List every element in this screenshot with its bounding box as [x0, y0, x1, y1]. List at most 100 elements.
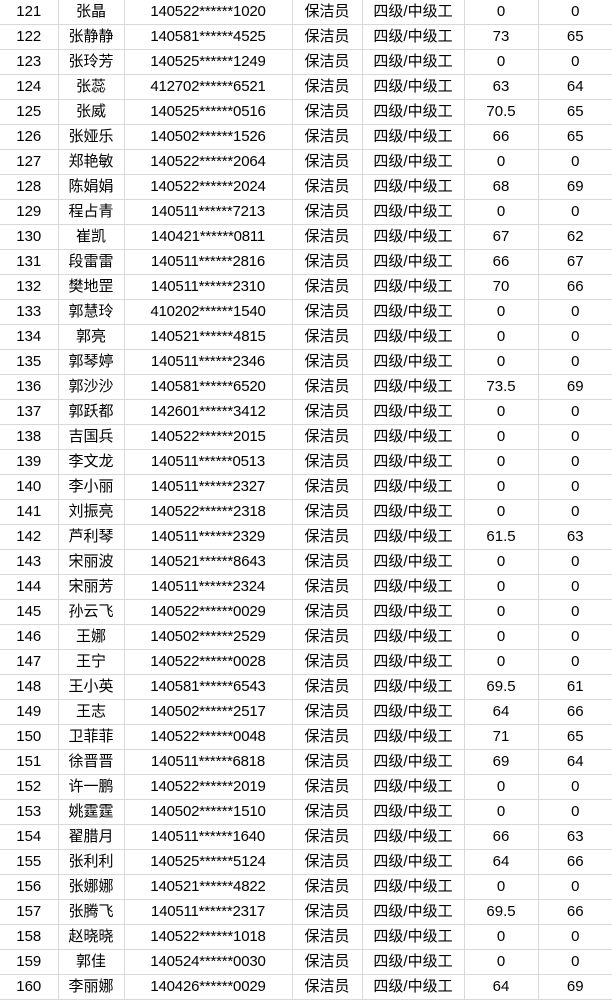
- table-row[interactable]: 152 许一鹏 140522******2019 保洁员 四级/中级工 0 0: [0, 774, 612, 800]
- cell-job-post[interactable]: 保洁员: [292, 699, 363, 725]
- cell-skill-level[interactable]: 四级/中级工: [362, 274, 465, 300]
- cell-row-number[interactable]: 145: [0, 599, 59, 625]
- cell-score-theory[interactable]: 64: [464, 699, 539, 725]
- table-row[interactable]: 140 李小丽 140511******2327 保洁员 四级/中级工 0 0: [0, 474, 612, 500]
- cell-score-theory[interactable]: 66: [464, 824, 539, 850]
- cell-job-post[interactable]: 保洁员: [292, 424, 363, 450]
- cell-score-theory[interactable]: 64: [464, 849, 539, 875]
- table-row[interactable]: 133 郭慧玲 410202******1540 保洁员 四级/中级工 0 0: [0, 299, 612, 325]
- table-row[interactable]: 125 张威 140525******0516 保洁员 四级/中级工 70.5 65: [0, 99, 612, 125]
- cell-score-practice[interactable]: 0: [538, 799, 612, 825]
- cell-id-card-number[interactable]: 140525******0516: [124, 99, 293, 125]
- cell-row-number[interactable]: 160: [0, 974, 59, 1000]
- table-row[interactable]: 160 李丽娜 140426******0029 保洁员 四级/中级工 64 69: [0, 974, 612, 1000]
- cell-employee-name[interactable]: 樊地罡: [58, 274, 125, 300]
- cell-id-card-number[interactable]: 140426******0029: [124, 974, 293, 1000]
- cell-skill-level[interactable]: 四级/中级工: [362, 399, 465, 425]
- cell-row-number[interactable]: 151: [0, 749, 59, 775]
- cell-row-number[interactable]: 143: [0, 549, 59, 575]
- cell-employee-name[interactable]: 张娅乐: [58, 124, 125, 150]
- cell-row-number[interactable]: 138: [0, 424, 59, 450]
- cell-score-practice[interactable]: 0: [538, 774, 612, 800]
- cell-employee-name[interactable]: 李丽娜: [58, 974, 125, 1000]
- cell-row-number[interactable]: 153: [0, 799, 59, 825]
- cell-row-number[interactable]: 137: [0, 399, 59, 425]
- cell-score-practice[interactable]: 65: [538, 99, 612, 125]
- cell-score-practice[interactable]: 0: [538, 49, 612, 75]
- cell-skill-level[interactable]: 四级/中级工: [362, 374, 465, 400]
- cell-row-number[interactable]: 125: [0, 99, 59, 125]
- cell-job-post[interactable]: 保洁员: [292, 24, 363, 50]
- cell-job-post[interactable]: 保洁员: [292, 274, 363, 300]
- table-row[interactable]: 130 崔凯 140421******0811 保洁员 四级/中级工 67 62: [0, 224, 612, 250]
- cell-job-post[interactable]: 保洁员: [292, 149, 363, 175]
- cell-employee-name[interactable]: 徐晋晋: [58, 749, 125, 775]
- cell-score-practice[interactable]: 0: [538, 949, 612, 975]
- cell-id-card-number[interactable]: 140511******2310: [124, 274, 293, 300]
- cell-employee-name[interactable]: 郭慧玲: [58, 299, 125, 325]
- cell-score-theory[interactable]: 0: [464, 624, 539, 650]
- cell-score-practice[interactable]: 65: [538, 24, 612, 50]
- cell-row-number[interactable]: 134: [0, 324, 59, 350]
- cell-id-card-number[interactable]: 142601******3412: [124, 399, 293, 425]
- cell-id-card-number[interactable]: 140522******2064: [124, 149, 293, 175]
- cell-job-post[interactable]: 保洁员: [292, 49, 363, 75]
- cell-skill-level[interactable]: 四级/中级工: [362, 774, 465, 800]
- cell-job-post[interactable]: 保洁员: [292, 574, 363, 600]
- cell-job-post[interactable]: 保洁员: [292, 524, 363, 550]
- cell-job-post[interactable]: 保洁员: [292, 874, 363, 900]
- cell-row-number[interactable]: 146: [0, 624, 59, 650]
- cell-score-practice[interactable]: 63: [538, 524, 612, 550]
- cell-job-post[interactable]: 保洁员: [292, 599, 363, 625]
- table-row[interactable]: 144 宋丽芳 140511******2324 保洁员 四级/中级工 0 0: [0, 574, 612, 600]
- cell-job-post[interactable]: 保洁员: [292, 774, 363, 800]
- cell-id-card-number[interactable]: 140522******0029: [124, 599, 293, 625]
- cell-score-theory[interactable]: 0: [464, 649, 539, 675]
- cell-employee-name[interactable]: 李文龙: [58, 449, 125, 475]
- cell-job-post[interactable]: 保洁员: [292, 649, 363, 675]
- cell-id-card-number[interactable]: 140511******2317: [124, 899, 293, 925]
- cell-score-theory[interactable]: 66: [464, 249, 539, 275]
- cell-score-theory[interactable]: 69: [464, 749, 539, 775]
- cell-skill-level[interactable]: 四级/中级工: [362, 574, 465, 600]
- cell-employee-name[interactable]: 张威: [58, 99, 125, 125]
- cell-job-post[interactable]: 保洁员: [292, 399, 363, 425]
- cell-skill-level[interactable]: 四级/中级工: [362, 74, 465, 100]
- cell-employee-name[interactable]: 郭沙沙: [58, 374, 125, 400]
- cell-id-card-number[interactable]: 140581******6543: [124, 674, 293, 700]
- cell-score-practice[interactable]: 69: [538, 174, 612, 200]
- cell-score-theory[interactable]: 73.5: [464, 374, 539, 400]
- table-row[interactable]: 158 赵晓晓 140522******1018 保洁员 四级/中级工 0 0: [0, 924, 612, 950]
- cell-id-card-number[interactable]: 140511******0513: [124, 449, 293, 475]
- cell-score-practice[interactable]: 0: [538, 449, 612, 475]
- cell-job-post[interactable]: 保洁员: [292, 499, 363, 525]
- cell-employee-name[interactable]: 崔凯: [58, 224, 125, 250]
- cell-id-card-number[interactable]: 140511******2327: [124, 474, 293, 500]
- cell-skill-level[interactable]: 四级/中级工: [362, 149, 465, 175]
- cell-row-number[interactable]: 140: [0, 474, 59, 500]
- cell-employee-name[interactable]: 程占青: [58, 199, 125, 225]
- cell-row-number[interactable]: 157: [0, 899, 59, 925]
- cell-score-practice[interactable]: 0: [538, 574, 612, 600]
- cell-employee-name[interactable]: 宋丽波: [58, 549, 125, 575]
- cell-employee-name[interactable]: 姚霆霆: [58, 799, 125, 825]
- cell-skill-level[interactable]: 四级/中级工: [362, 224, 465, 250]
- cell-score-theory[interactable]: 0: [464, 424, 539, 450]
- cell-score-theory[interactable]: 66: [464, 124, 539, 150]
- cell-skill-level[interactable]: 四级/中级工: [362, 799, 465, 825]
- cell-skill-level[interactable]: 四级/中级工: [362, 874, 465, 900]
- cell-score-practice[interactable]: 66: [538, 849, 612, 875]
- cell-score-practice[interactable]: 0: [538, 499, 612, 525]
- cell-employee-name[interactable]: 张晶: [58, 0, 125, 25]
- cell-job-post[interactable]: 保洁员: [292, 74, 363, 100]
- cell-skill-level[interactable]: 四级/中级工: [362, 549, 465, 575]
- cell-job-post[interactable]: 保洁员: [292, 99, 363, 125]
- cell-score-theory[interactable]: 0: [464, 549, 539, 575]
- table-row[interactable]: 147 王宁 140522******0028 保洁员 四级/中级工 0 0: [0, 649, 612, 675]
- cell-score-theory[interactable]: 0: [464, 0, 539, 25]
- cell-score-practice[interactable]: 0: [538, 649, 612, 675]
- table-row[interactable]: 141 刘振亮 140522******2318 保洁员 四级/中级工 0 0: [0, 499, 612, 525]
- cell-row-number[interactable]: 141: [0, 499, 59, 525]
- cell-employee-name[interactable]: 李小丽: [58, 474, 125, 500]
- cell-score-practice[interactable]: 0: [538, 349, 612, 375]
